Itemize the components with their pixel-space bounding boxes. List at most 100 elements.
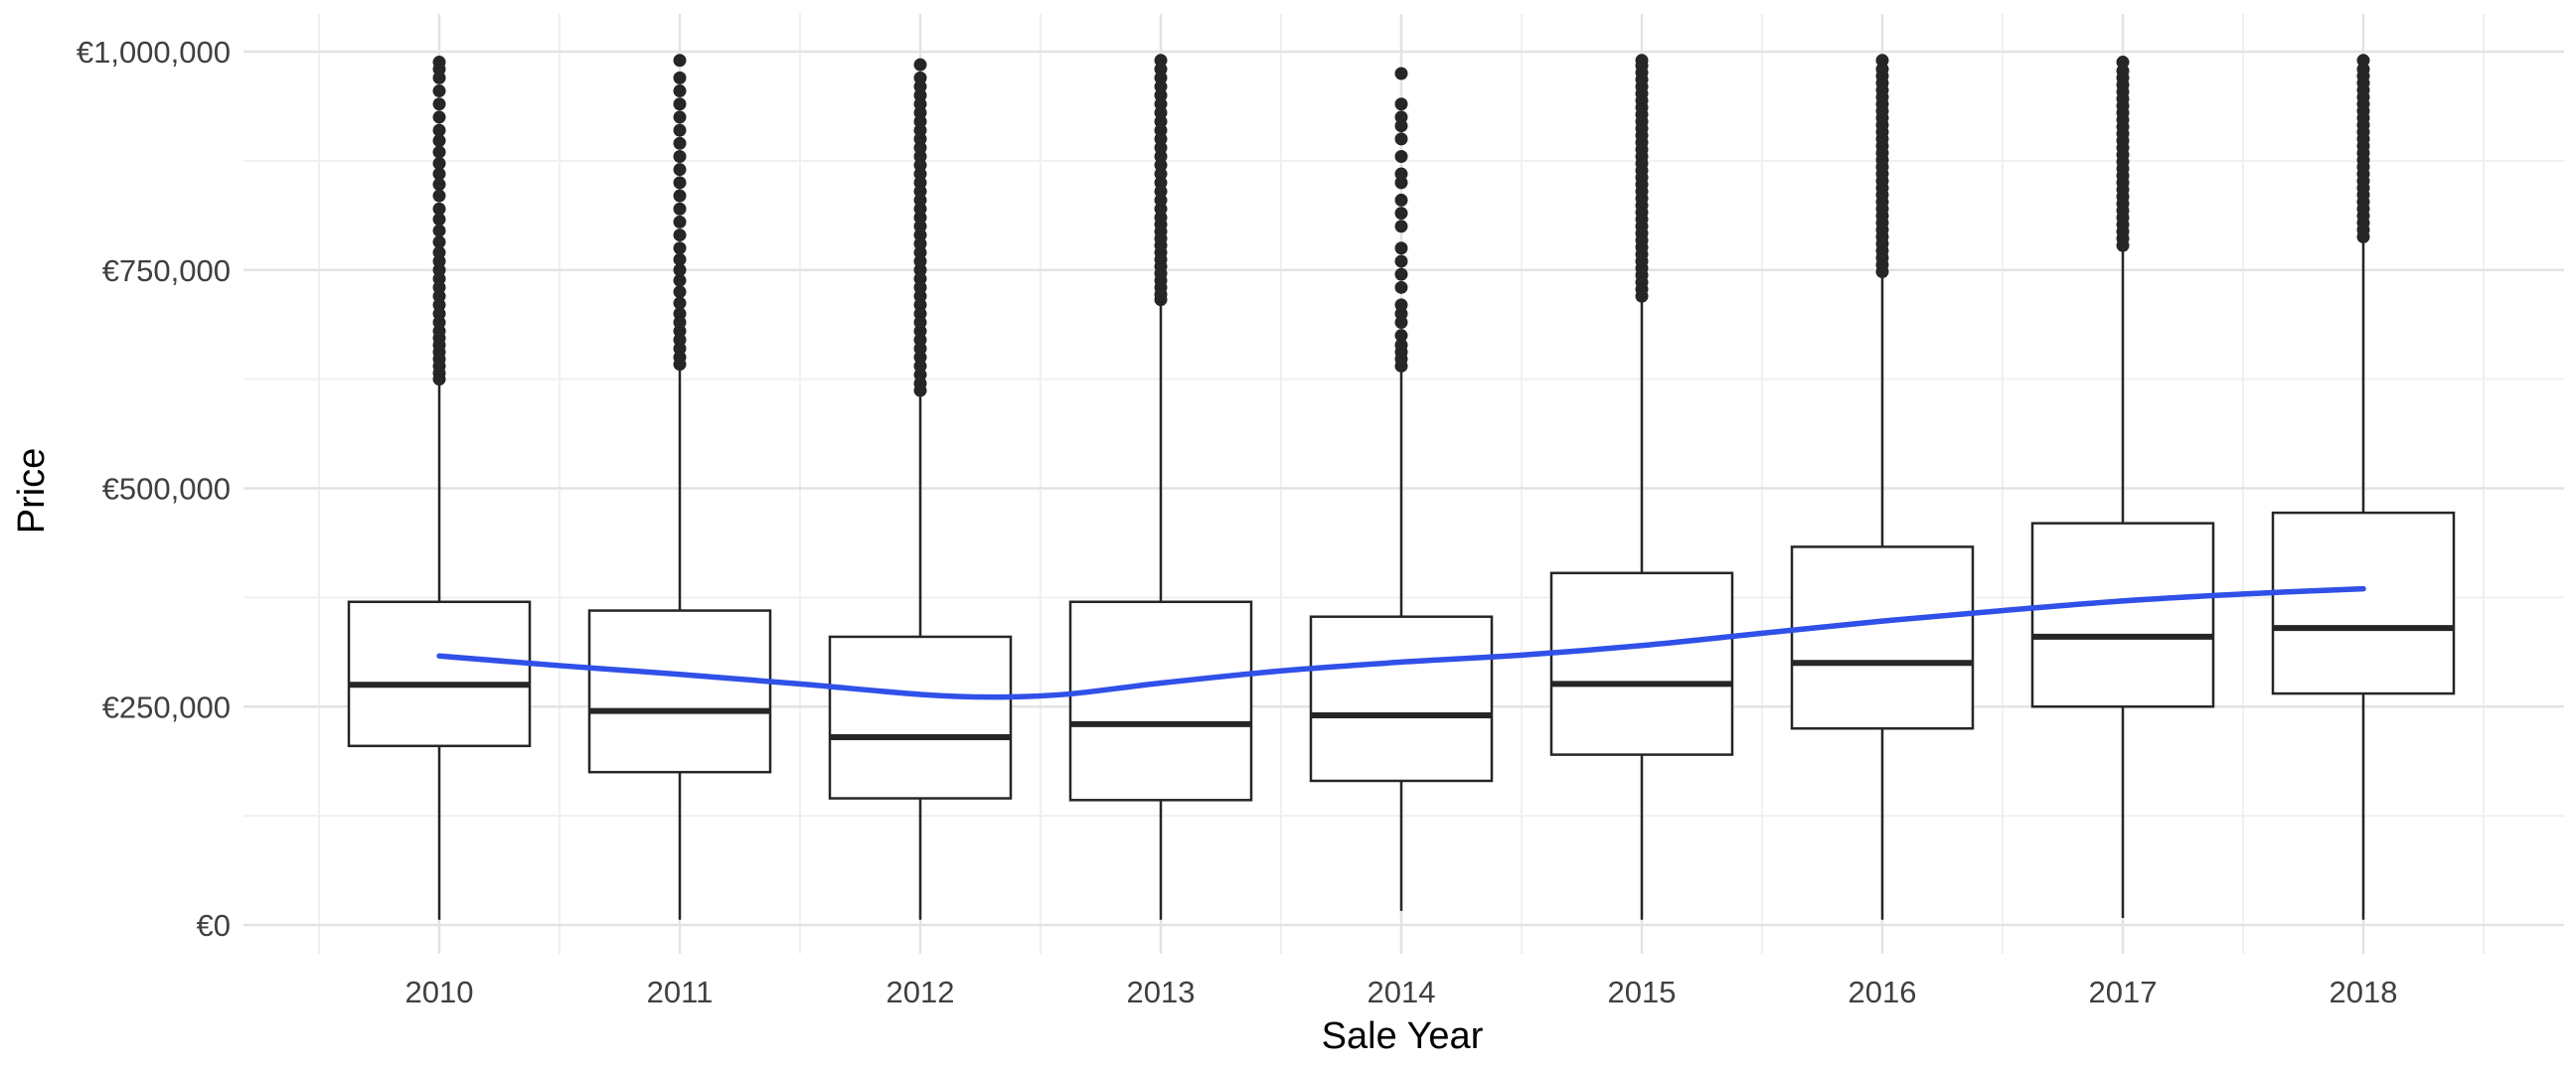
outlier-point (1394, 167, 1408, 181)
outlier-point (673, 176, 687, 190)
outlier-point (432, 213, 446, 227)
box-iqr (1790, 545, 1975, 730)
outlier-point (1394, 110, 1408, 124)
outlier-point (673, 97, 687, 111)
outlier-point (432, 202, 446, 216)
outlier-point (1394, 298, 1408, 312)
box-2014 (1309, 370, 1494, 911)
outlier-point (432, 189, 446, 203)
outlier-point (673, 285, 687, 299)
outlier-point (432, 134, 446, 148)
outlier-point (1394, 338, 1408, 352)
box-plots (347, 238, 2456, 920)
y-tick-label: €1,000,000 (77, 35, 231, 70)
outlier-point (432, 56, 446, 70)
outlier-point (432, 245, 446, 259)
box-iqr (2271, 511, 2456, 695)
outlier-point (2356, 54, 2370, 68)
outlier-point (1394, 149, 1408, 163)
outlier-point (1154, 54, 1168, 68)
outlier-point (1394, 280, 1408, 294)
outlier-point (432, 167, 446, 181)
x-tick-label: 2013 (1127, 975, 1196, 1009)
outlier-point (432, 235, 446, 249)
outlier-point (1394, 220, 1408, 233)
box-2013 (1068, 303, 1253, 920)
outlier-point (1635, 54, 1649, 68)
outlier-point (432, 97, 446, 111)
trend-line (436, 585, 2366, 700)
outlier-point (1394, 267, 1408, 281)
x-tick-label: 2012 (886, 975, 955, 1009)
box-2012 (828, 393, 1013, 920)
outlier-point (673, 189, 687, 203)
outlier-point (1394, 132, 1408, 146)
box-2011 (587, 366, 772, 920)
y-axis-title: Price (11, 448, 53, 535)
box-2016 (1790, 274, 1975, 920)
outlier-points (432, 54, 2370, 397)
y-tick-label: €750,000 (102, 253, 231, 288)
outlier-point (432, 123, 446, 137)
outlier-point (1394, 241, 1408, 255)
y-tick-label: €500,000 (102, 472, 231, 507)
outlier-point (673, 215, 687, 229)
box-iqr (1549, 571, 1734, 756)
box-iqr (587, 609, 772, 774)
x-tick-label: 2018 (2330, 975, 2398, 1009)
x-tick-label: 2016 (1849, 975, 1917, 1009)
y-tick-label: €0 (197, 908, 231, 943)
outlier-point (432, 110, 446, 124)
box-iqr (2030, 522, 2215, 708)
x-tick-label: 2010 (405, 975, 474, 1009)
outlier-point (673, 123, 687, 137)
box-2018 (2271, 238, 2456, 920)
outlier-point (2116, 56, 2130, 70)
outlier-point (1394, 207, 1408, 221)
x-tick-labels: 2010 2011 2012 2013 2014 2015 2016 2017 2018 (405, 975, 2398, 1009)
outlier-point (1394, 67, 1408, 80)
outlier-point (673, 110, 687, 124)
y-tick-labels: €0 €250,000 €500,000 €750,000 €1,000,000 (77, 35, 231, 943)
outlier-point (432, 145, 446, 159)
outlier-point (432, 157, 446, 171)
outlier-point (673, 71, 687, 84)
x-tick-label: 2014 (1368, 975, 1436, 1009)
outlier-point (673, 136, 687, 150)
outlier-point (1875, 54, 1889, 68)
outlier-point (1394, 329, 1408, 343)
outlier-point (1394, 193, 1408, 207)
outlier-point (673, 54, 687, 68)
box-2017 (2030, 247, 2215, 918)
x-tick-label: 2011 (647, 975, 714, 1009)
outlier-point (432, 224, 446, 237)
x-axis-title: Sale Year (1322, 1015, 1484, 1057)
outlier-point (673, 273, 687, 287)
trend-line-layer (436, 585, 2366, 700)
x-tick-label: 2015 (1608, 975, 1677, 1009)
box-iqr (1068, 600, 1253, 802)
outlier-point (913, 71, 927, 84)
outlier-point (673, 252, 687, 266)
outlier-point (673, 202, 687, 216)
x-tick-label: 2017 (2089, 975, 2158, 1009)
outlier-point (673, 163, 687, 177)
box-2015 (1549, 300, 1734, 920)
outlier-point (913, 58, 927, 72)
outlier-point (673, 241, 687, 255)
outlier-point (673, 296, 687, 310)
outlier-point (432, 84, 446, 98)
outlier-point (673, 263, 687, 277)
box-iqr (1309, 615, 1494, 783)
outlier-point (673, 307, 687, 321)
outlier-point (1394, 254, 1408, 268)
outlier-point (673, 149, 687, 163)
outlier-point (673, 84, 687, 98)
box-iqr (828, 635, 1013, 800)
outlier-point (432, 178, 446, 192)
box-iqr (347, 600, 532, 748)
outlier-point (673, 229, 687, 242)
box-2010 (347, 383, 532, 920)
y-tick-label: €250,000 (102, 690, 231, 724)
